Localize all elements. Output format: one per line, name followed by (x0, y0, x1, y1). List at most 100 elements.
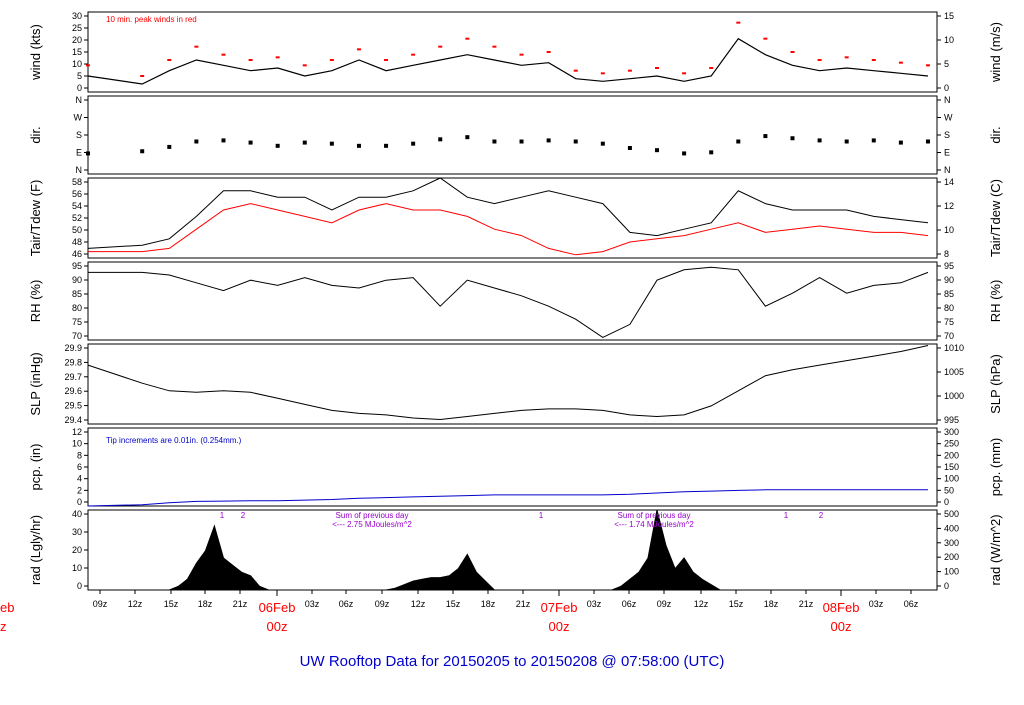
right-tick-label: 8 (944, 249, 949, 259)
wind-peak-point (329, 59, 334, 61)
rh-line (88, 266, 929, 338)
right-tick-label: 15 (944, 11, 954, 21)
precip-annotation: Tip increments are 0.01in. (0.254mm.) (106, 436, 242, 445)
left-tick-label: 70 (72, 331, 82, 341)
left-tick-label: 56 (72, 189, 82, 199)
radiation-peak-marker: 1 (539, 511, 544, 520)
right-axis-label: dir. (988, 126, 1003, 143)
direction-point (627, 146, 632, 150)
radiation-peak-marker: 1 (784, 511, 789, 520)
right-tick-label: 150 (944, 462, 959, 472)
left-tick-label: 20 (72, 35, 82, 45)
slp-line (87, 345, 929, 421)
direction-point (573, 139, 578, 144)
left-tick-label: 29.6 (64, 386, 82, 396)
panel-frame (87, 95, 938, 175)
panel-frame (87, 343, 938, 425)
right-tick-label: W (944, 113, 953, 123)
x-tick-label: 15z (164, 599, 179, 609)
direction-point (682, 151, 687, 156)
right-tick-label: 80 (944, 303, 954, 313)
direction-point (763, 134, 768, 139)
direction-point (356, 143, 361, 148)
left-tick-label: 29.7 (64, 372, 82, 382)
radiation-peak-marker: 1 (220, 511, 225, 520)
left-tick-label: 29.5 (64, 401, 82, 411)
radiation-area (88, 509, 928, 591)
wind-peak-point (140, 75, 145, 77)
right-tick-label: 50 (944, 485, 954, 495)
direction-point (871, 138, 876, 143)
wind-peak-point (600, 72, 605, 75)
day-hour-label: 00z (267, 619, 288, 634)
day-date-label: 08Feb (823, 600, 860, 615)
left-tick-label: W (74, 113, 83, 123)
left-axis-label: RH (%) (28, 280, 43, 323)
left-tick-label: 25 (72, 23, 82, 33)
wind-peak-point (194, 45, 199, 48)
left-tick-label: 58 (72, 177, 82, 187)
right-tick-label: 5 (944, 59, 949, 69)
left-tick-label: 8 (77, 450, 82, 460)
right-tick-label: 995 (944, 415, 959, 425)
direction-point (844, 139, 849, 144)
left-tick-label: 4 (77, 474, 82, 484)
left-tick-label: 75 (72, 317, 82, 327)
direction-point (898, 140, 903, 145)
left-axis-label: Tair/Tdew (F) (28, 180, 43, 257)
direction-point (492, 139, 497, 144)
right-tick-label: 90 (944, 275, 954, 285)
wind-peak-point (275, 56, 280, 59)
left-tick-label: 29.4 (64, 415, 82, 425)
x-tick-label: 12z (411, 599, 426, 609)
radiation-peak-marker: 2 (819, 511, 824, 520)
right-tick-label: 12 (944, 201, 954, 211)
direction-point (411, 141, 416, 146)
left-tick-label: N (76, 165, 83, 175)
wind-peak-point (438, 45, 443, 48)
left-tick-label: E (76, 148, 82, 158)
left-tick-label: 0 (77, 83, 82, 93)
chart-title: UW Rooftop Data for 20150205 to 20150208… (300, 653, 725, 670)
right-tick-label: N (944, 95, 951, 105)
direction-point (546, 138, 551, 143)
left-tick-label: 46 (72, 249, 82, 259)
left-tick-label: 52 (72, 213, 82, 223)
direction-point (384, 143, 389, 148)
wind-peak-point (682, 72, 687, 75)
radiation-sum-value: <--- 1.74 MJoules/m^2 (614, 520, 694, 529)
panel-wind: 30 25 20 15 10 5 0 15 10 5 0 wind (kts) wind (m/s) 10… (28, 11, 1003, 93)
left-tick-label: N (76, 95, 83, 105)
wind-peak-point (655, 67, 660, 69)
x-tick-label: 03z (305, 599, 320, 609)
wind-peak-point (302, 64, 307, 67)
wind-peak-point (898, 61, 903, 64)
direction-point (925, 139, 930, 144)
left-tick-label: 15 (72, 47, 82, 57)
x-tick-label: 21z (516, 599, 531, 609)
direction-point (86, 151, 90, 156)
wind-peak-point (627, 69, 632, 72)
x-tick-label: 12z (128, 599, 143, 609)
left-tick-label: 0 (77, 497, 82, 507)
left-tick-label: 85 (72, 289, 82, 299)
wind-peak-point (871, 59, 876, 61)
wind-peak-point (709, 67, 714, 69)
precip-line (87, 489, 928, 507)
right-tick-label: E (944, 148, 950, 158)
panel-rh: 95 90 85 80 75 70 95 90 85 80 75 70 RH (%) RH (%) (28, 261, 1003, 341)
wind-peak-point (221, 53, 226, 56)
x-tick-label: 18z (764, 599, 779, 609)
day-hour-label: 00z (549, 619, 570, 634)
wind-peak-point (86, 64, 90, 67)
right-tick-label: 10 (944, 35, 954, 45)
direction-point (736, 139, 741, 144)
wind-peak-point (356, 48, 361, 51)
right-axis-label: RH (%) (988, 280, 1003, 323)
direction-point (465, 135, 470, 140)
right-tick-label: 0 (944, 497, 949, 507)
wind-peak-point (763, 37, 768, 40)
